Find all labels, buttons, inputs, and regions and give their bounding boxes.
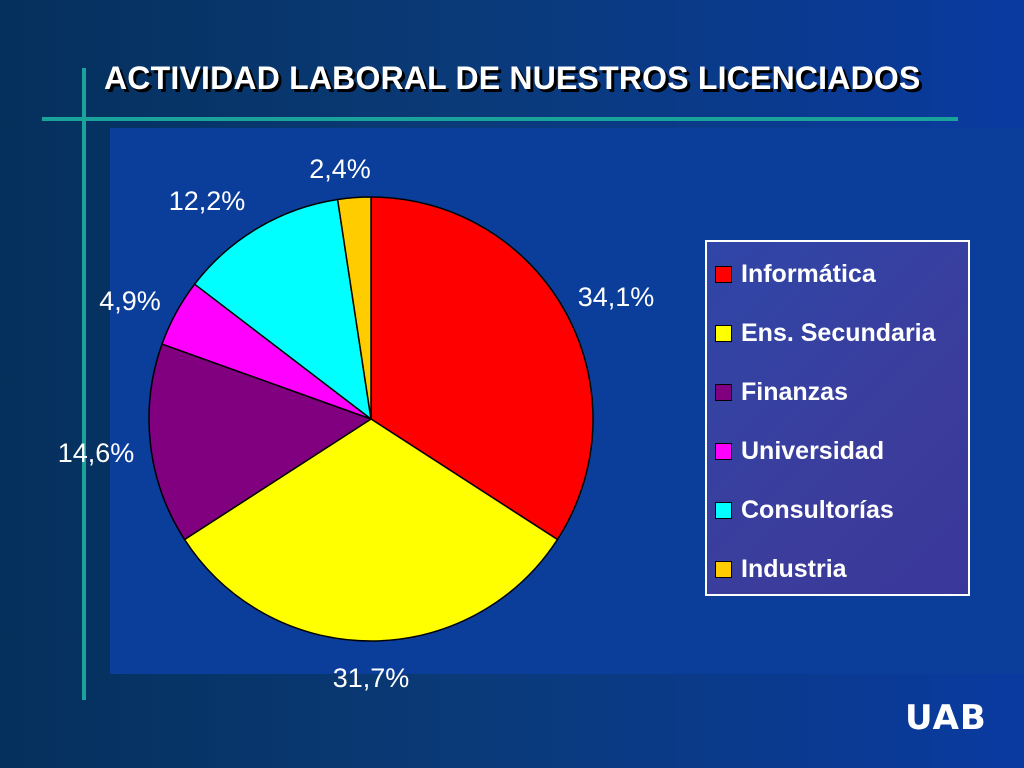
legend-item-finanzas: Finanzas (715, 377, 848, 407)
legend-item-informatica: Informática (715, 259, 876, 289)
pie-slice-ens-secundaria (183, 418, 559, 642)
uab-logo: UAB (905, 698, 987, 738)
pie-slice-finanzas (148, 343, 372, 541)
slide-title: ACTIVIDAD LABORAL DE NUESTROS LICENCIADO… (104, 60, 921, 96)
slice-value-label: 12,2% (169, 186, 246, 216)
slice-value-label: 2,4% (309, 154, 371, 184)
pie-slice-consultorias (193, 198, 372, 420)
legend-item-consultorias: Consultorías (715, 495, 894, 525)
horizontal-accent-line (42, 117, 958, 121)
pie-slice-industria (336, 196, 372, 420)
legend-item-universidad: Universidad (715, 436, 884, 466)
legend-label: Consultorías (741, 495, 894, 524)
legend-item-ens-secundaria: Ens. Secundaria (715, 318, 936, 348)
legend-swatch-finanzas (715, 383, 732, 401)
legend-label: Industria (741, 554, 847, 583)
legend-swatch-consultorias (715, 501, 732, 519)
legend-swatch-universidad (715, 442, 732, 460)
legend-swatch-ens-secundaria (715, 324, 732, 342)
slice-value-label: 31,7% (333, 663, 410, 693)
chart-legend: Informática Ens. Secundaria Finanzas Uni… (705, 240, 970, 596)
slice-value-label: 4,9% (99, 286, 161, 316)
legend-label: Universidad (741, 436, 885, 465)
legend-item-industria: Industria (715, 554, 847, 584)
slice-value-label: 34,1% (578, 282, 655, 312)
legend-swatch-informatica (715, 265, 732, 283)
pie-slice-informatica (370, 196, 594, 541)
legend-label: Ens. Secundaria (741, 318, 936, 347)
legend-swatch-industria (715, 560, 732, 578)
slice-value-label: 14,6% (58, 438, 135, 468)
vertical-accent-line (82, 68, 86, 700)
legend-label: Finanzas (741, 377, 848, 406)
legend-label: Informática (741, 259, 876, 288)
